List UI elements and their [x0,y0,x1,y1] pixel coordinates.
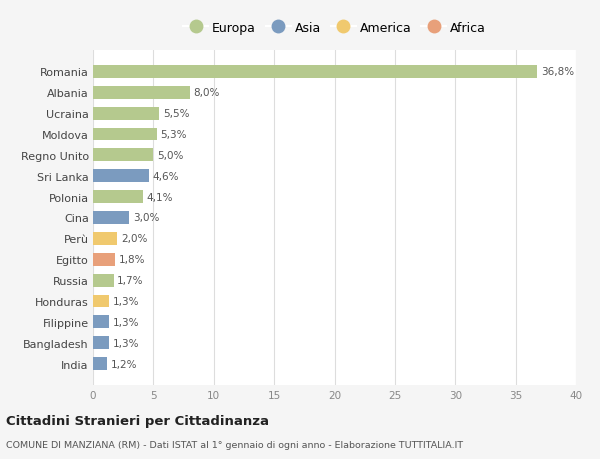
Text: 5,5%: 5,5% [163,109,190,119]
Bar [93,149,154,162]
Bar [93,336,109,349]
Bar [93,253,115,266]
Text: 2,0%: 2,0% [121,234,147,244]
Bar [93,358,107,370]
Text: 5,3%: 5,3% [161,130,187,140]
Text: 1,7%: 1,7% [117,275,143,285]
Text: Cittadini Stranieri per Cittadinanza: Cittadini Stranieri per Cittadinanza [6,414,269,428]
Legend: Europa, Asia, America, Africa: Europa, Asia, America, Africa [178,17,491,39]
Text: 1,3%: 1,3% [112,338,139,348]
Bar [93,170,149,183]
Bar [93,295,109,308]
Bar [93,128,157,141]
Bar [93,66,538,78]
Text: 1,3%: 1,3% [112,317,139,327]
Text: 1,8%: 1,8% [118,255,145,265]
Bar [93,316,109,329]
Bar [93,274,113,287]
Text: 5,0%: 5,0% [157,151,184,161]
Text: COMUNE DI MANZIANA (RM) - Dati ISTAT al 1° gennaio di ogni anno - Elaborazione T: COMUNE DI MANZIANA (RM) - Dati ISTAT al … [6,441,463,449]
Bar [93,107,160,120]
Text: 36,8%: 36,8% [541,67,574,77]
Bar [93,87,190,100]
Text: 1,3%: 1,3% [112,297,139,306]
Text: 8,0%: 8,0% [193,88,220,98]
Bar [93,232,117,245]
Text: 1,2%: 1,2% [111,359,137,369]
Bar [93,191,143,204]
Text: 3,0%: 3,0% [133,213,159,223]
Text: 4,6%: 4,6% [152,171,179,181]
Text: 4,1%: 4,1% [146,192,173,202]
Bar [93,212,129,224]
